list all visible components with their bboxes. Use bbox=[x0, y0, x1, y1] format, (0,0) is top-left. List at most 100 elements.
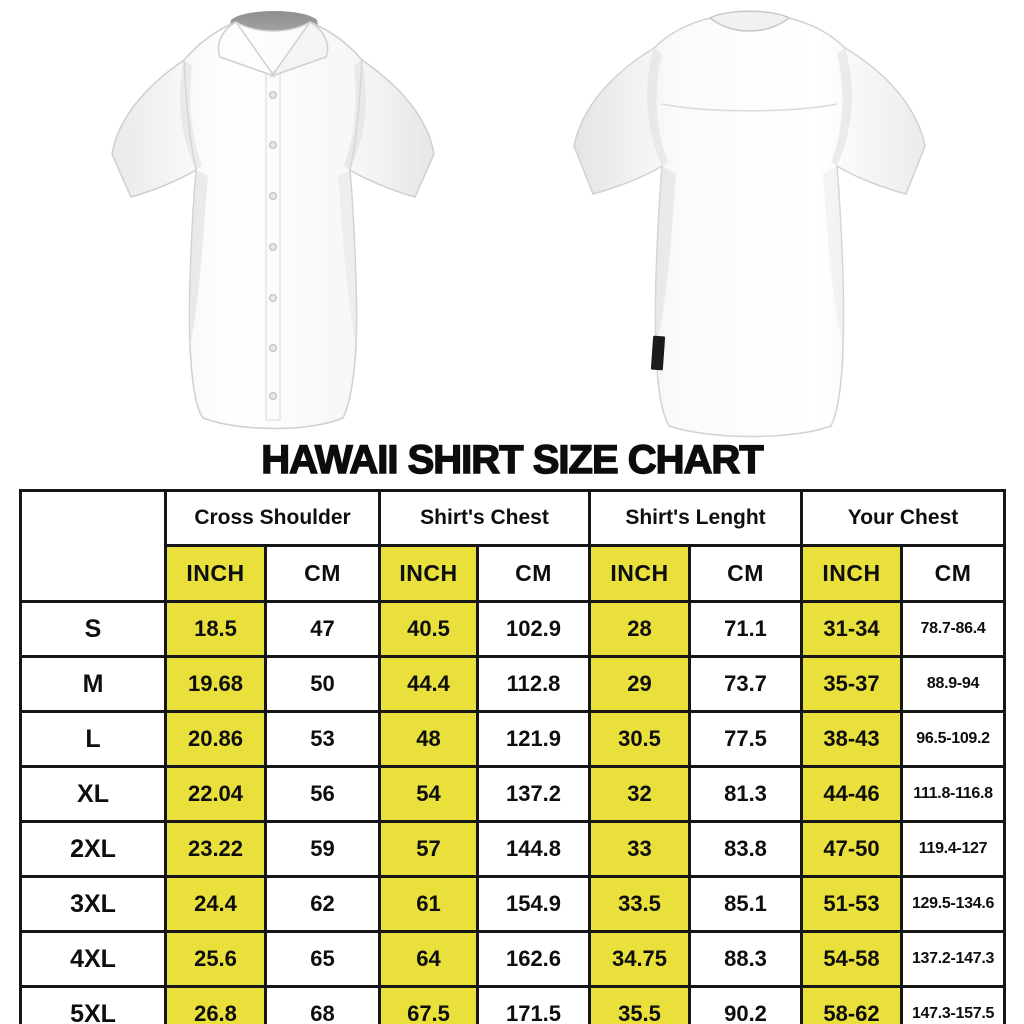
value-cell: 57 bbox=[378, 820, 479, 878]
value-cell: 33 bbox=[588, 820, 691, 878]
value-cell: 62 bbox=[264, 875, 381, 933]
unit-header-inch: INCH bbox=[588, 544, 691, 603]
value-cell: 44.4 bbox=[378, 655, 479, 713]
shirt-back-image bbox=[534, 4, 970, 447]
value-cell: 162.6 bbox=[476, 930, 591, 988]
value-cell: 35.5 bbox=[588, 985, 691, 1024]
table-row-xl: XL 22.04 56 54 137.2 32 81.3 44-46 111.8… bbox=[19, 765, 1007, 823]
value-cell: 58-62 bbox=[800, 985, 904, 1024]
value-cell: 35-37 bbox=[800, 655, 904, 713]
value-cell: 23.22 bbox=[164, 820, 267, 878]
group-header-cross-shoulder: Cross Shoulder bbox=[164, 489, 381, 547]
value-cell: 40.5 bbox=[378, 600, 479, 658]
size-label: L bbox=[19, 710, 167, 768]
value-cell: 29 bbox=[588, 655, 691, 713]
unit-header-inch: INCH bbox=[164, 544, 267, 603]
unit-header-inch: INCH bbox=[378, 544, 479, 603]
value-cell: 47-50 bbox=[800, 820, 904, 878]
unit-header-cm: CM bbox=[476, 544, 591, 603]
value-cell: 90.2 bbox=[688, 985, 804, 1024]
value-cell: 112.8 bbox=[476, 655, 591, 713]
unit-header-cm: CM bbox=[264, 544, 381, 603]
shirt-back-icon bbox=[573, 10, 926, 438]
size-label: XL bbox=[19, 765, 167, 823]
page-title: HAWAII SHIRT SIZE CHART bbox=[261, 437, 765, 482]
value-cell: 129.5-134.6 bbox=[900, 875, 1007, 933]
value-cell: 147.3-157.5 bbox=[900, 985, 1007, 1024]
value-cell: 38-43 bbox=[800, 710, 904, 768]
value-cell: 83.8 bbox=[688, 820, 804, 878]
value-cell: 18.5 bbox=[164, 600, 267, 658]
size-label: 2XL bbox=[19, 820, 167, 878]
value-cell: 77.5 bbox=[688, 710, 804, 768]
value-cell: 64 bbox=[378, 930, 479, 988]
size-label: M bbox=[19, 655, 167, 713]
table-row-l: L 20.86 53 48 121.9 30.5 77.5 38-43 96.5… bbox=[19, 710, 1007, 768]
value-cell: 61 bbox=[378, 875, 479, 933]
value-cell: 50 bbox=[264, 655, 381, 713]
value-cell: 88.3 bbox=[688, 930, 804, 988]
value-cell: 81.3 bbox=[688, 765, 804, 823]
value-cell: 119.4-127 bbox=[900, 820, 1007, 878]
value-cell: 34.75 bbox=[588, 930, 691, 988]
group-header-your-chest: Your Chest bbox=[800, 489, 1007, 547]
value-cell: 144.8 bbox=[476, 820, 591, 878]
value-cell: 111.8-116.8 bbox=[900, 765, 1007, 823]
value-cell: 71.1 bbox=[688, 600, 804, 658]
value-cell: 56 bbox=[264, 765, 381, 823]
value-cell: 51-53 bbox=[800, 875, 904, 933]
table-row-5xl: 5XL 26.8 68 67.5 171.5 35.5 90.2 58-62 1… bbox=[19, 985, 1007, 1024]
group-header-shirts-chest: Shirt's Chest bbox=[378, 489, 591, 547]
value-cell: 20.86 bbox=[164, 710, 267, 768]
unit-header-row: INCH CM INCH CM INCH CM INCH CM bbox=[21, 544, 1007, 603]
table-row-s: S 18.5 47 40.5 102.9 28 71.1 31-34 78.7-… bbox=[19, 600, 1007, 658]
value-cell: 24.4 bbox=[164, 875, 267, 933]
value-cell: 137.2 bbox=[476, 765, 591, 823]
group-header-shirts-lenght: Shirt's Lenght bbox=[587, 489, 804, 547]
unit-header-cm: CM bbox=[688, 544, 804, 603]
size-label: S bbox=[19, 600, 167, 658]
table-row-m: M 19.68 50 44.4 112.8 29 73.7 35-37 88.9… bbox=[19, 655, 1007, 713]
value-cell: 22.04 bbox=[164, 765, 267, 823]
value-cell: 65 bbox=[264, 930, 381, 988]
table-row-3xl: 3XL 24.4 62 61 154.9 33.5 85.1 51-53 129… bbox=[19, 875, 1007, 933]
value-cell: 30.5 bbox=[588, 710, 691, 768]
value-cell: 67.5 bbox=[378, 985, 479, 1024]
value-cell: 85.1 bbox=[688, 875, 804, 933]
table-row-4xl: 4XL 25.6 65 64 162.6 34.75 88.3 54-58 13… bbox=[19, 930, 1007, 988]
value-cell: 47 bbox=[264, 600, 381, 658]
value-cell: 59 bbox=[264, 820, 381, 878]
side-label-tag bbox=[650, 335, 666, 371]
value-cell: 53 bbox=[264, 710, 381, 768]
size-label: 4XL bbox=[19, 930, 167, 988]
value-cell: 68 bbox=[264, 985, 381, 1024]
value-cell: 33.5 bbox=[588, 875, 691, 933]
value-cell: 28 bbox=[588, 600, 691, 658]
corner-cell bbox=[19, 489, 167, 603]
group-header-row: Cross Shoulder Shirt's Chest Shirt's Len… bbox=[19, 489, 1007, 603]
value-cell: 48 bbox=[378, 710, 479, 768]
size-chart-table: Cross Shoulder Shirt's Chest Shirt's Len… bbox=[19, 489, 1007, 1024]
value-cell: 73.7 bbox=[688, 655, 804, 713]
shirt-front-image bbox=[84, 0, 464, 445]
unit-header-inch: INCH bbox=[800, 544, 904, 603]
value-cell: 88.9-94 bbox=[900, 655, 1007, 713]
value-cell: 121.9 bbox=[476, 710, 591, 768]
shirt-front-icon bbox=[111, 11, 435, 430]
value-cell: 78.7-86.4 bbox=[900, 600, 1007, 658]
value-cell: 54-58 bbox=[800, 930, 904, 988]
value-cell: 154.9 bbox=[476, 875, 591, 933]
value-cell: 54 bbox=[378, 765, 479, 823]
table-row-2xl: 2XL 23.22 59 57 144.8 33 83.8 47-50 119.… bbox=[19, 820, 1007, 878]
value-cell: 171.5 bbox=[476, 985, 591, 1024]
unit-header-cm: CM bbox=[900, 544, 1007, 603]
value-cell: 102.9 bbox=[476, 600, 591, 658]
size-label: 5XL bbox=[19, 985, 167, 1024]
value-cell: 44-46 bbox=[800, 765, 904, 823]
value-cell: 96.5-109.2 bbox=[900, 710, 1007, 768]
size-label: 3XL bbox=[19, 875, 167, 933]
value-cell: 25.6 bbox=[164, 930, 267, 988]
value-cell: 137.2-147.3 bbox=[900, 930, 1007, 988]
value-cell: 31-34 bbox=[800, 600, 904, 658]
